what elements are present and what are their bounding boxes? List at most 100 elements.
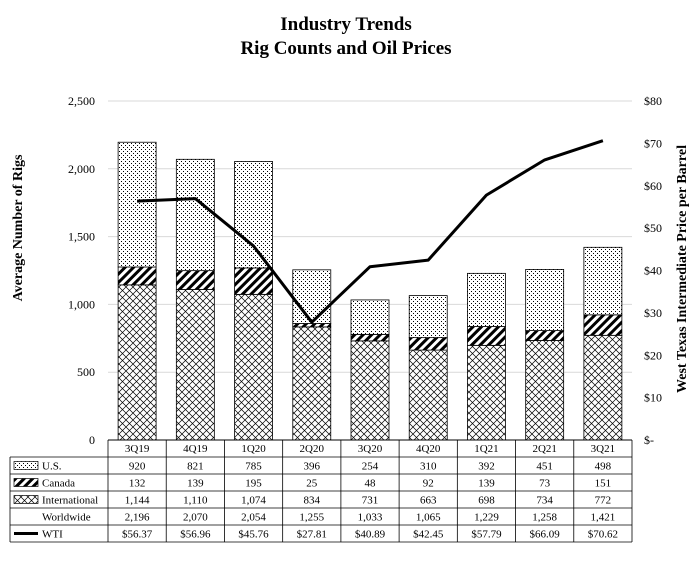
data-label: 254	[362, 461, 379, 473]
bar-canada-3q21	[583, 314, 623, 336]
data-label: 498	[595, 461, 612, 473]
bar-canada-3q20	[350, 333, 390, 342]
data-label: $42.45	[413, 529, 444, 541]
chart-title: Industry Trends Rig Counts and Oil Price…	[240, 14, 451, 59]
data-label: 48	[365, 478, 377, 490]
x-tick-label: 3Q19	[125, 443, 150, 455]
y-tick-label: 0	[89, 433, 95, 447]
chart-title-line-1: Industry Trends	[280, 14, 411, 35]
data-label: 834	[304, 495, 321, 507]
y-tick-label: 1,000	[68, 297, 95, 311]
legend-swatch-us	[13, 461, 39, 470]
y2-tick-label: $20	[644, 348, 662, 362]
y2-tick-label: $80	[644, 94, 662, 108]
data-label: 310	[420, 461, 437, 473]
data-label: 139	[478, 478, 495, 490]
bar-canada-2q20	[292, 323, 332, 328]
y-tick-label: 2,500	[68, 94, 95, 108]
y2-tick-label: $-	[644, 433, 654, 447]
bar-us-3q20	[350, 299, 390, 335]
legend-label: U.S.	[42, 461, 62, 473]
data-label: $56.37	[122, 529, 153, 541]
bar-us-3q19	[117, 141, 157, 268]
bar-international-4q20	[408, 349, 448, 441]
bar-us-2q20	[292, 269, 332, 324]
data-label: 392	[478, 461, 495, 473]
y2-tick-label: $40	[644, 264, 662, 278]
data-label: 132	[129, 478, 146, 490]
legend-swatch-international	[13, 495, 39, 504]
y2-tick-label: $60	[644, 179, 662, 193]
data-label: 2,054	[241, 512, 266, 524]
data-label: 2,070	[183, 512, 208, 524]
bar-international-3q20	[350, 340, 390, 441]
bar-us-4q20	[408, 295, 448, 339]
bar-canada-1q21	[467, 326, 506, 346]
legend-label: International	[42, 495, 98, 507]
legend-label: WTI	[42, 529, 63, 541]
data-label: 1,421	[591, 512, 616, 524]
y2-tick-label: $70	[644, 136, 662, 150]
x-tick-label: 1Q21	[474, 443, 498, 455]
y-tick-label: 2,000	[68, 162, 95, 176]
data-label: 920	[129, 461, 146, 473]
bar-international-3q19	[117, 284, 157, 441]
data-label: 1,065	[416, 512, 441, 524]
data-table: 3Q19 4Q19 1Q20 2Q20 3Q20 4Q20 1Q21 2Q21 3Q21 U.S.…	[9, 439, 633, 543]
data-label: 772	[595, 495, 612, 507]
x-tick-label: 2Q20	[300, 443, 325, 455]
bar-international-2q21	[525, 340, 565, 441]
x-tick-label: 1Q20	[241, 443, 266, 455]
data-label: 396	[304, 461, 321, 473]
data-label: $27.81	[297, 529, 327, 541]
data-label: 2,196	[125, 512, 150, 524]
data-label: 92	[423, 478, 434, 490]
data-label: $40.89	[355, 529, 386, 541]
bar-canada-2q21	[525, 330, 565, 341]
data-label: 1,255	[299, 512, 324, 524]
y-tick-label: 500	[77, 365, 95, 379]
legend-label: Worldwide	[42, 512, 91, 524]
bar-us-2q21	[525, 269, 565, 331]
bar-international-4q19	[175, 289, 215, 441]
data-label: 698	[478, 495, 495, 507]
data-label: $45.76	[238, 529, 269, 541]
bar-canada-1q20	[234, 267, 273, 295]
data-label: 731	[362, 495, 379, 507]
data-label: $57.79	[471, 529, 502, 541]
legend-label: Canada	[42, 478, 75, 490]
bar-canada-4q19	[175, 270, 215, 290]
data-label: 73	[539, 478, 551, 490]
bar-us-3q21	[583, 246, 623, 316]
data-label: 139	[187, 478, 204, 490]
bar-canada-4q20	[408, 337, 448, 351]
data-label: 1,258	[532, 512, 557, 524]
bar-international-2q20	[292, 326, 332, 441]
data-label: 1,074	[241, 495, 266, 507]
bar-us-4q19	[175, 158, 215, 272]
data-label: 1,144	[125, 495, 150, 507]
data-label: 1,033	[358, 512, 383, 524]
data-label: 451	[536, 461, 553, 473]
x-tick-label: 4Q19	[183, 443, 208, 455]
data-label: 1,229	[474, 512, 499, 524]
data-label: 25	[306, 478, 318, 490]
data-label: 1,110	[183, 495, 208, 507]
x-tick-label: 3Q21	[591, 443, 615, 455]
x-tick-label: 4Q20	[416, 443, 441, 455]
data-label: $56.96	[180, 529, 211, 541]
y2-tick-label: $50	[644, 221, 662, 235]
x-tick-label: 3Q20	[358, 443, 383, 455]
x-tick-label: 2Q21	[532, 443, 556, 455]
bar-canada-3q19	[117, 266, 157, 286]
data-label: 734	[536, 495, 553, 507]
bar-us-1q20	[234, 161, 273, 269]
data-label: 663	[420, 495, 437, 507]
y2-axis-title: West Texas Intermediate Price per Barrel	[675, 145, 690, 393]
bar-international-3q21	[583, 334, 623, 441]
y2-tick-label: $30	[644, 306, 662, 320]
data-label: 785	[245, 461, 262, 473]
wti-line-series	[137, 139, 604, 324]
bar-international-1q21	[467, 344, 506, 441]
